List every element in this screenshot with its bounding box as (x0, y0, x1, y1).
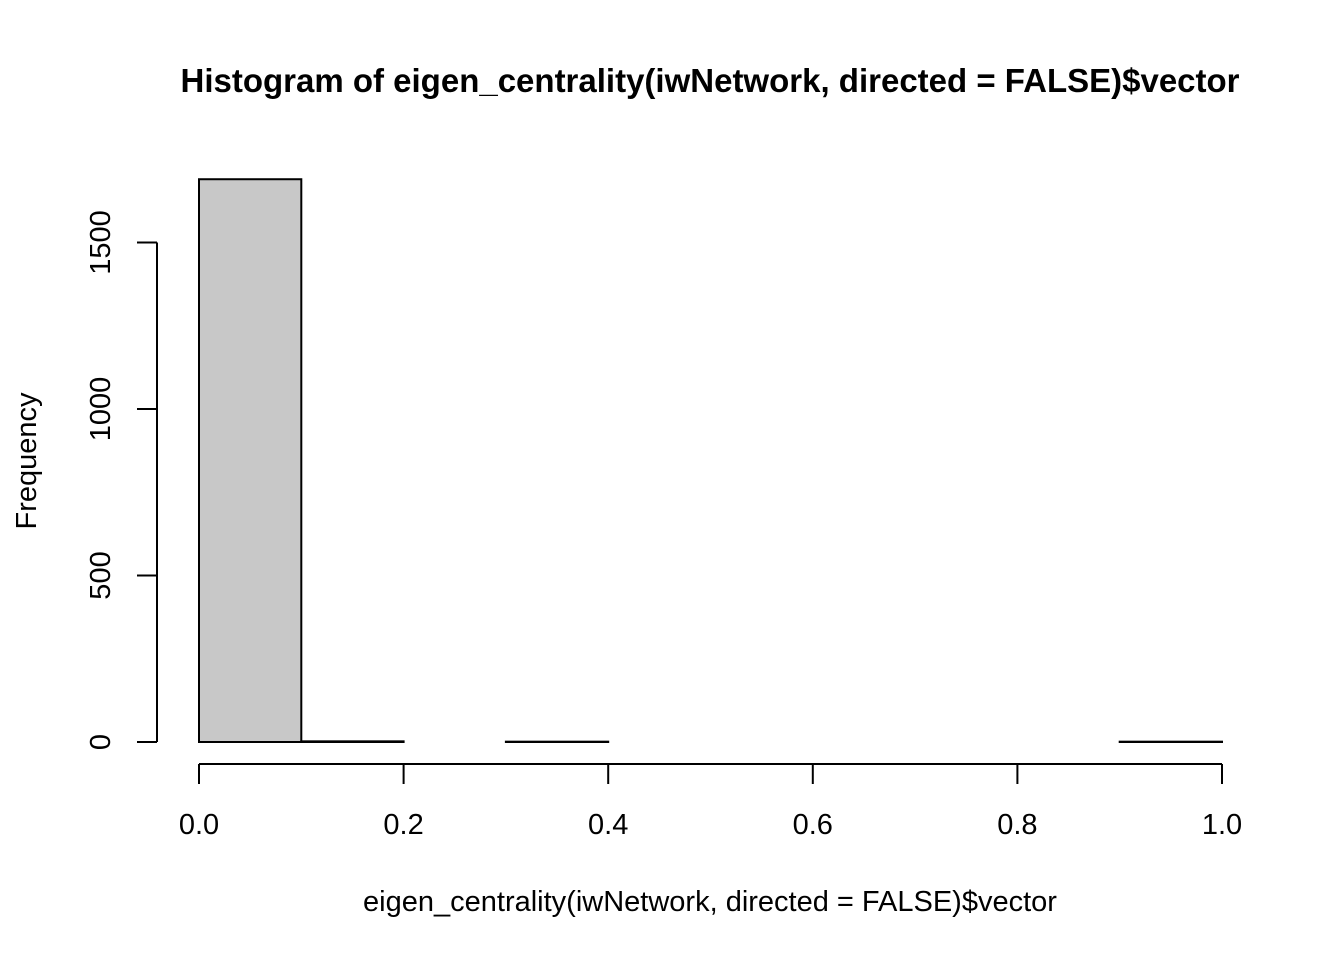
y-tick-label-3: 1500 (85, 210, 117, 275)
x-axis: 0.0 0.2 0.4 0.6 0.8 1.0 (179, 764, 1242, 841)
x-tick-label-1: 0.2 (383, 809, 423, 841)
x-tick-label-0: 0.0 (179, 809, 219, 841)
y-axis: 0 500 1000 1500 (85, 210, 157, 750)
x-tick-label-5: 1.0 (1202, 809, 1242, 841)
histogram-bar-0 (199, 179, 301, 742)
x-tick-label-3: 0.6 (793, 809, 833, 841)
x-tick-label-4: 0.8 (997, 809, 1037, 841)
x-tick-label-2: 0.4 (588, 809, 628, 841)
x-axis-label: eigen_centrality(iwNetwork, directed = F… (363, 886, 1057, 918)
y-axis-label: Frequency (11, 392, 43, 530)
chart-title: Histogram of eigen_centrality(iwNetwork,… (180, 62, 1239, 99)
y-tick-label-2: 1000 (85, 377, 117, 442)
y-tick-label-1: 500 (85, 551, 117, 599)
y-tick-label-0: 0 (85, 734, 117, 750)
histogram-bar-1 (301, 741, 403, 742)
bars-group (199, 179, 1222, 742)
